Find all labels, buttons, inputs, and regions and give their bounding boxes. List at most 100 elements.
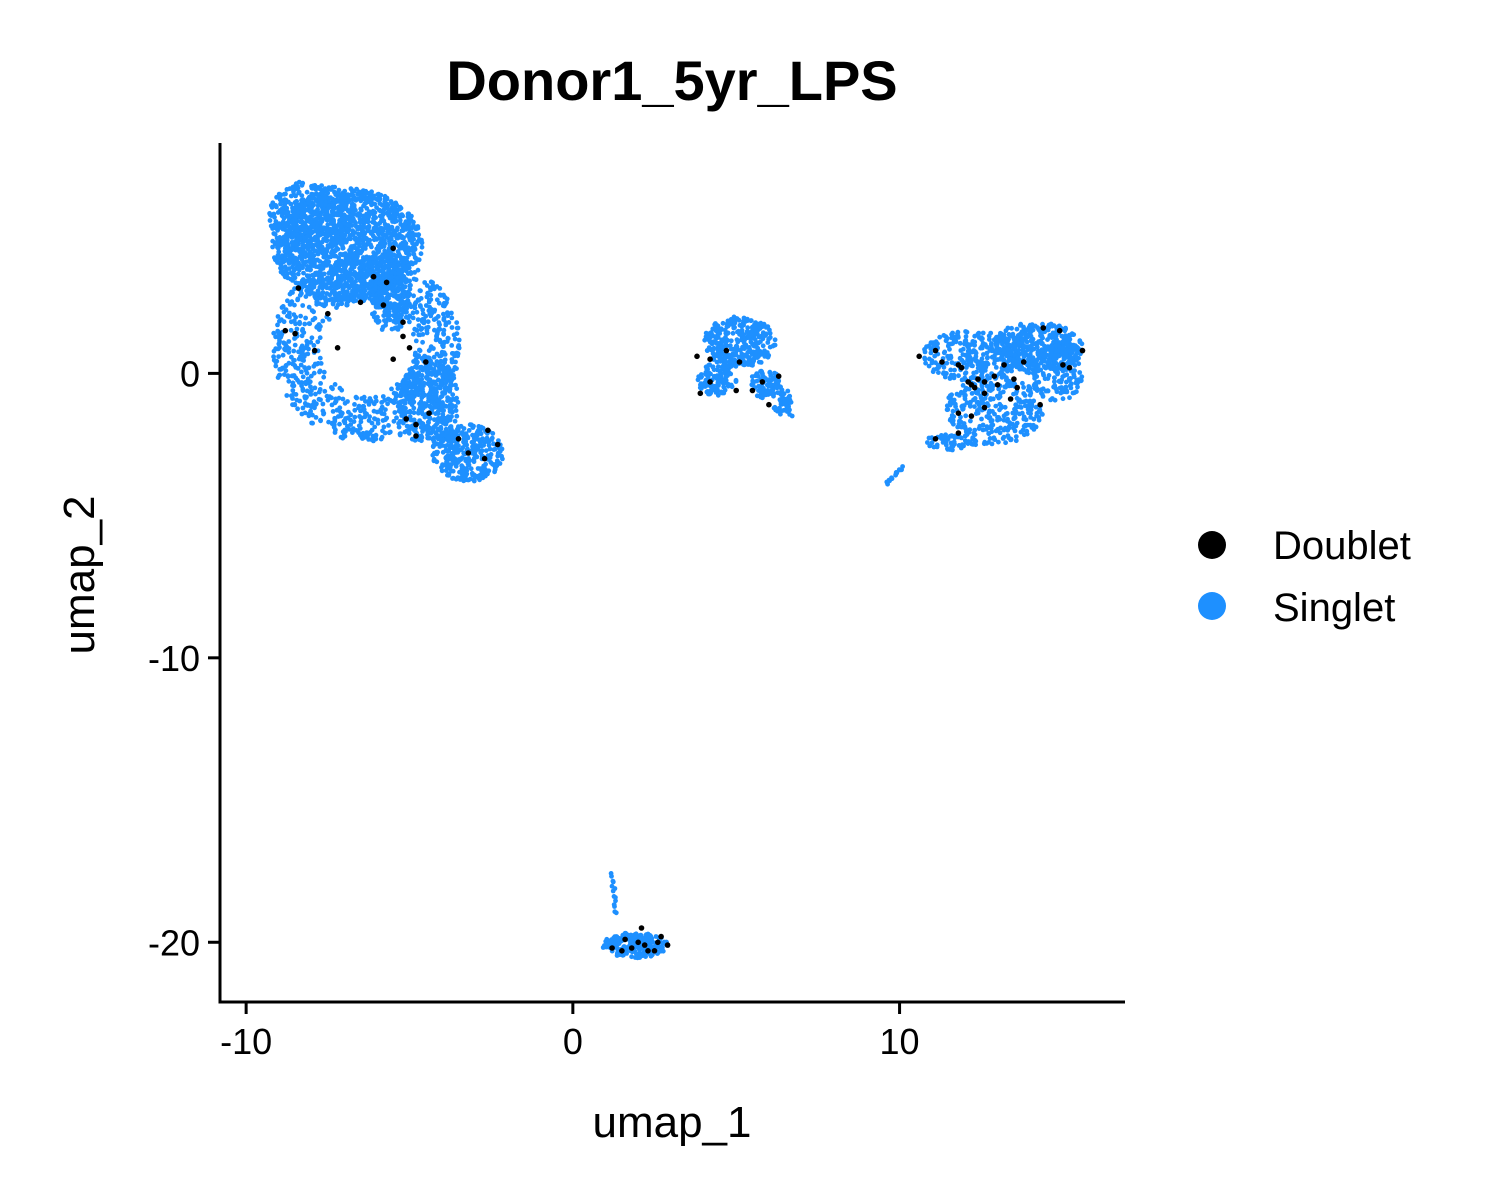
singlet-point	[267, 218, 273, 223]
singlet-point	[970, 363, 975, 369]
singlet-point	[375, 196, 381, 202]
singlet-point	[434, 441, 439, 447]
singlet-point	[368, 242, 373, 248]
singlet-point	[420, 339, 425, 345]
singlet-point	[469, 439, 475, 445]
singlet-point	[361, 235, 367, 241]
singlet-point	[977, 365, 983, 371]
singlet-point	[1031, 341, 1037, 347]
singlet-point	[454, 325, 460, 331]
singlet-point	[318, 283, 324, 289]
singlet-point	[302, 250, 307, 256]
singlet-point	[1024, 369, 1030, 375]
singlet-point	[287, 302, 293, 307]
singlet-point	[323, 248, 329, 254]
singlet-point	[370, 264, 375, 269]
singlet-point	[980, 341, 986, 346]
singlet-point	[291, 348, 297, 354]
singlet-point	[1005, 368, 1010, 374]
singlet-point	[315, 290, 321, 295]
singlet-point	[330, 300, 336, 306]
singlet-point	[986, 333, 992, 339]
singlet-point	[1013, 359, 1019, 365]
singlet-point	[340, 206, 345, 211]
singlet-point	[357, 426, 363, 431]
singlet-point	[987, 337, 992, 342]
singlet-point	[311, 370, 317, 376]
singlet-point	[402, 221, 408, 227]
singlet-point	[339, 387, 345, 393]
singlet-point	[340, 245, 346, 251]
singlet-point	[396, 424, 402, 430]
singlet-point	[720, 351, 726, 357]
singlet-point	[401, 293, 407, 299]
singlet-point	[756, 359, 762, 365]
singlet-point	[352, 195, 358, 201]
singlet-point	[717, 368, 723, 374]
singlet-point	[382, 200, 388, 206]
singlet-point	[400, 228, 406, 234]
singlet-point	[361, 224, 366, 230]
singlet-point	[442, 385, 448, 391]
singlet-point	[271, 348, 277, 354]
singlet-point	[273, 363, 279, 369]
singlet-point	[440, 377, 445, 383]
singlet-point	[1013, 434, 1019, 439]
singlet-point	[299, 193, 305, 199]
singlet-point	[319, 265, 324, 271]
singlet-point	[453, 408, 459, 413]
singlet-point	[335, 190, 341, 196]
singlet-point	[368, 190, 374, 195]
singlet-point	[315, 207, 320, 212]
singlet-point	[1017, 365, 1023, 371]
singlet-point	[329, 385, 334, 390]
singlet-point	[288, 193, 294, 199]
singlet-point	[715, 331, 721, 337]
singlet-point	[343, 429, 348, 434]
singlet-point	[352, 188, 357, 194]
singlet-point	[353, 279, 358, 284]
singlet-point	[374, 409, 380, 415]
singlet-point	[387, 215, 393, 221]
singlet-point	[319, 245, 325, 250]
singlet-point	[1007, 420, 1013, 426]
singlet-point	[728, 317, 734, 322]
singlet-point	[442, 389, 448, 395]
singlet-point	[732, 357, 738, 363]
singlet-point	[304, 234, 310, 240]
singlet-point	[936, 370, 941, 375]
singlet-point	[967, 427, 973, 433]
singlet-point	[324, 225, 330, 231]
singlet-point	[329, 237, 334, 243]
singlet-point	[478, 450, 484, 456]
singlet-point	[335, 267, 341, 273]
singlet-point	[712, 383, 718, 389]
singlet-point	[389, 257, 395, 263]
singlet-point	[432, 402, 438, 407]
singlet-point	[433, 395, 439, 400]
singlet-point	[449, 325, 455, 330]
singlet-point	[310, 283, 316, 288]
singlet-point	[309, 263, 315, 268]
singlet-point	[364, 206, 370, 211]
singlet-point	[292, 342, 298, 348]
singlet-point	[740, 322, 746, 328]
singlet-point	[313, 228, 318, 234]
singlet-point	[290, 396, 295, 401]
singlet-point	[427, 364, 432, 370]
singlet-point	[391, 418, 397, 424]
singlet-point	[316, 272, 321, 278]
singlet-point	[301, 270, 306, 276]
singlet-point	[404, 397, 409, 402]
singlet-point	[345, 296, 350, 302]
singlet-point	[345, 399, 350, 404]
singlet-point	[375, 230, 381, 235]
singlet-point	[413, 338, 419, 344]
singlet-point	[447, 388, 453, 394]
singlet-point	[299, 411, 305, 417]
singlet-point	[741, 358, 747, 364]
singlet-point	[320, 318, 326, 324]
singlet-point	[741, 318, 746, 324]
singlet-point	[354, 261, 360, 267]
singlet-point	[409, 374, 414, 380]
